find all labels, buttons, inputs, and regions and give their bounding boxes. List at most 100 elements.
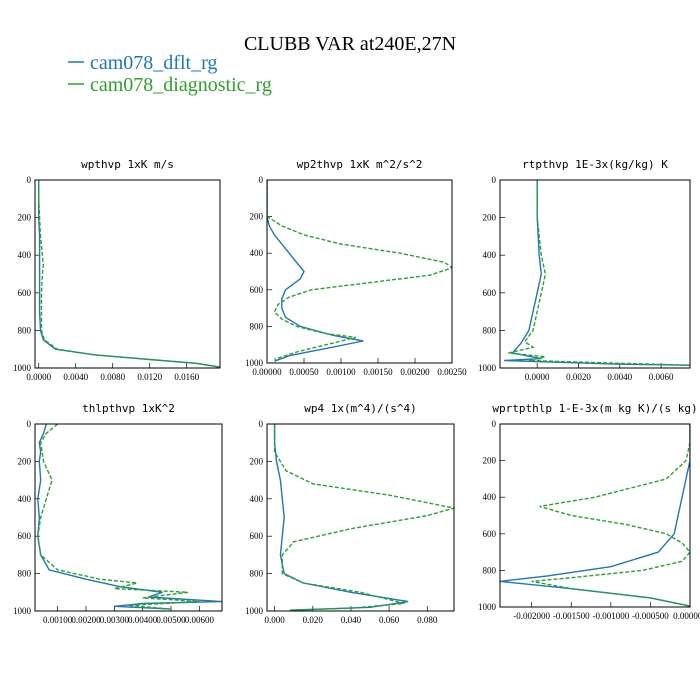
x-tick-label: 0.00000: [252, 367, 282, 377]
x-tick-label: 0.0000: [26, 372, 51, 382]
panel-title: rtpthvp 1E-3x(kg/kg) K: [522, 158, 668, 171]
y-tick-label: 800: [483, 325, 497, 335]
x-tick-label: 0.0040: [63, 372, 88, 382]
x-tick-label: 0.00400: [128, 615, 158, 625]
series-line-diagnostic: [273, 424, 454, 611]
x-tick-label: 0.0080: [100, 372, 125, 382]
series-line-dflt: [38, 180, 220, 368]
x-tick-label: 0.00300: [100, 615, 130, 625]
panel-title: wpthvp 1xK m/s: [81, 158, 174, 171]
y-tick-label: 600: [483, 288, 497, 298]
x-tick-label: 0.00600: [185, 615, 215, 625]
panel-title: wprtpthlp 1-E-3x(m kg K)/(s kg): [492, 402, 697, 415]
y-tick-label: 200: [250, 212, 264, 222]
y-tick-label: 800: [250, 321, 264, 331]
y-tick-label: 600: [18, 288, 32, 298]
x-tick-label: 0.060: [379, 615, 400, 625]
x-tick-label: 0.0020: [566, 372, 591, 382]
y-tick-label: 200: [483, 213, 497, 223]
y-tick-label: 600: [18, 531, 32, 541]
y-tick-label: 1000: [245, 358, 264, 368]
y-tick-label: 1000: [478, 363, 497, 373]
x-tick-label: 0.00050: [289, 367, 319, 377]
series-line-dflt: [500, 424, 690, 607]
x-tick-label: 0.0060: [649, 372, 674, 382]
y-tick-label: 800: [250, 569, 264, 579]
series-line-diagnostic: [508, 180, 690, 366]
y-tick-label: 400: [483, 250, 497, 260]
x-tick-label: 0.0040: [607, 372, 632, 382]
x-tick-label: 0.00250: [437, 367, 467, 377]
y-tick-label: 600: [250, 531, 264, 541]
y-tick-label: 1000: [13, 363, 32, 373]
y-tick-label: 1000: [13, 606, 32, 616]
y-tick-label: 400: [18, 494, 32, 504]
y-tick-label: 400: [18, 250, 32, 260]
y-tick-label: 200: [18, 213, 32, 223]
panel-title: wp4 1x(m^4)/(s^4): [304, 402, 417, 415]
series-line-diagnostic: [37, 424, 200, 610]
y-tick-label: 400: [483, 492, 497, 502]
x-tick-label: 0.00100: [326, 367, 356, 377]
x-tick-label: 0.00200: [400, 367, 430, 377]
panel-6: wprtpthlp 1-E-3x(m kg K)/(s kg) 0 200 400 60…: [478, 402, 700, 621]
x-tick-label: 0.080: [417, 615, 438, 625]
plot-frame: [34, 423, 223, 612]
series-line-diagnostic: [531, 424, 690, 607]
x-tick-label: 0.00100: [43, 615, 73, 625]
y-tick-label: 1000: [478, 602, 497, 612]
x-tick-label: 0.00500: [156, 615, 186, 625]
x-tick-label: -0.001500: [553, 611, 590, 621]
x-tick-label: 0.00150: [363, 367, 393, 377]
y-tick-label: 600: [250, 285, 264, 295]
series-line-dflt: [504, 180, 690, 366]
y-tick-label: 0: [259, 419, 264, 429]
figure-title: CLUBB VAR at240E,27N: [244, 33, 456, 55]
plot-frame: [266, 423, 455, 612]
y-tick-label: 0: [492, 175, 497, 185]
y-tick-label: 200: [250, 456, 264, 466]
plot-frame: [34, 179, 221, 369]
legend: cam078_dflt_rg cam078_diagnostic_rg: [68, 52, 272, 96]
y-tick-label: 0: [492, 419, 497, 429]
plot-frame: [266, 179, 453, 364]
y-tick-label: 0: [27, 175, 32, 185]
y-tick-label: 800: [483, 565, 497, 575]
plot-frame: [499, 179, 691, 369]
x-tick-label: -0.001000: [592, 611, 629, 621]
x-tick-label: 0.00200: [71, 615, 101, 625]
x-tick-label: 0.000: [265, 615, 286, 625]
x-tick-label: 0.0120: [137, 372, 162, 382]
y-tick-label: 800: [18, 569, 32, 579]
y-tick-label: 200: [18, 456, 32, 466]
x-tick-label: 0.0160: [174, 372, 199, 382]
x-tick-label: -0.002000: [513, 611, 550, 621]
x-tick-label: 0.020: [303, 615, 324, 625]
x-tick-label: 0.0000: [525, 372, 550, 382]
y-tick-label: 0: [259, 175, 264, 185]
y-tick-label: 400: [250, 248, 264, 258]
panel-title: thlpthvp 1xK^2: [82, 402, 175, 415]
plot-frame: [499, 423, 691, 608]
panel-2: wp2thvp 1xK m^2/s^2020040060080010000.00…: [245, 158, 467, 377]
series-line-dflt: [267, 180, 364, 362]
legend-label-2: cam078_diagnostic_rg: [90, 74, 272, 96]
y-tick-label: 1000: [245, 606, 264, 616]
x-tick-label: -0.000500: [632, 611, 669, 621]
series-line-diagnostic: [267, 180, 452, 360]
y-tick-label: 400: [250, 494, 264, 504]
y-tick-label: 600: [483, 529, 497, 539]
series-line-diagnostic: [38, 180, 220, 368]
panel-3: rtpthvp 1E-3x(kg/kg) K 0 200 400 600 800 1000 0…: [478, 158, 691, 382]
y-tick-label: 200: [483, 456, 497, 466]
legend-label-1: cam078_dflt_rg: [90, 52, 217, 74]
y-tick-label: 0: [27, 419, 32, 429]
series-line-dflt: [37, 424, 222, 610]
y-tick-label: 800: [18, 325, 32, 335]
